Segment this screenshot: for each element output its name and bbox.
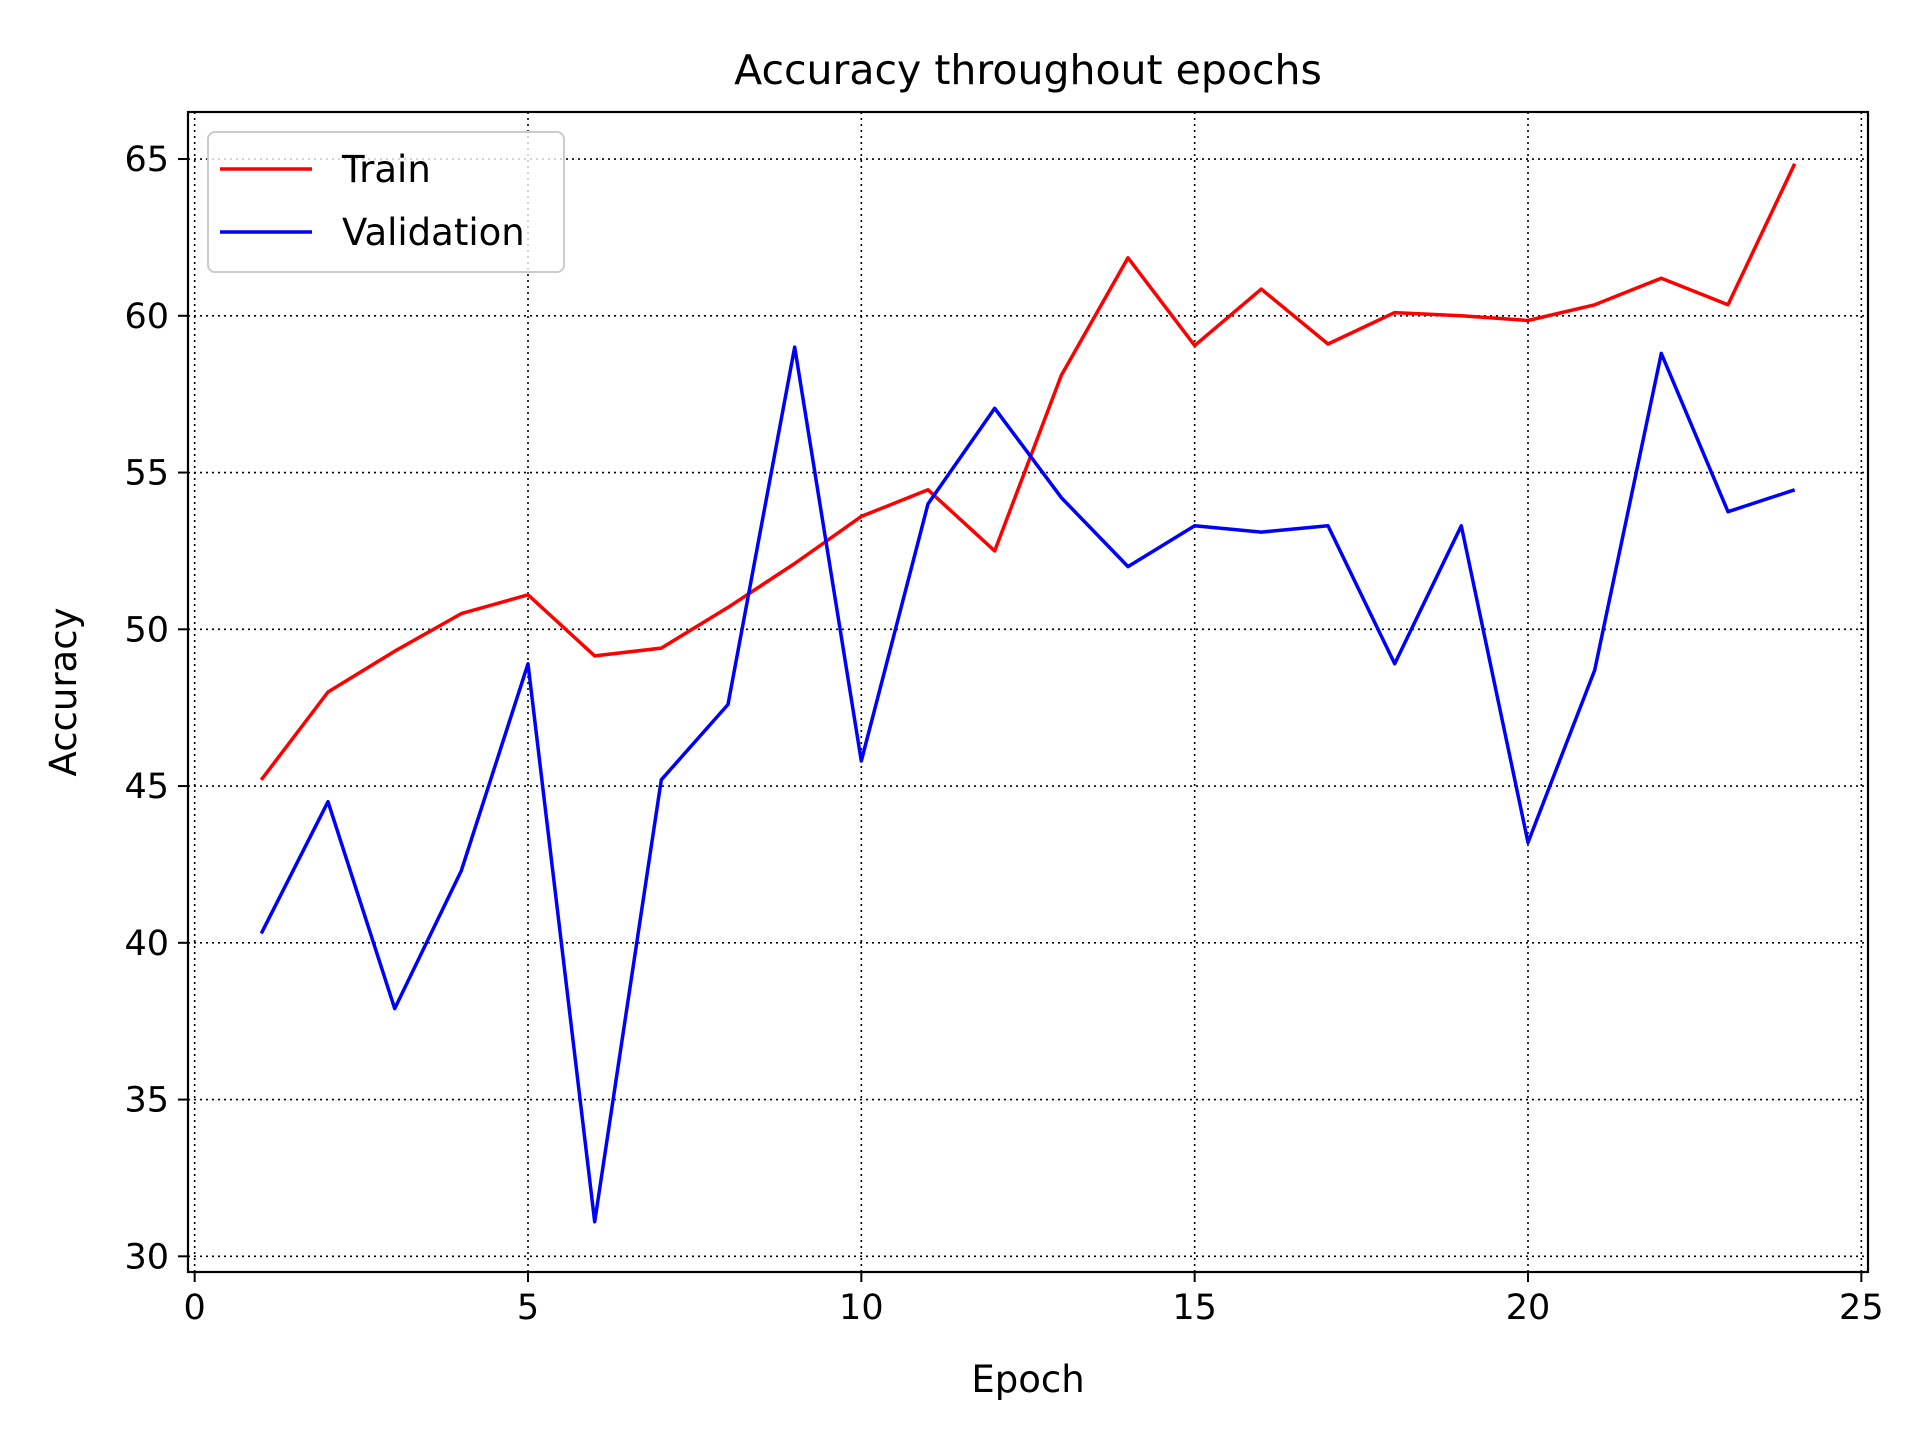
y-tick-label: 55	[124, 454, 169, 494]
series-line-train	[259, 162, 1797, 781]
x-tick-label: 0	[184, 1288, 206, 1328]
x-tick-label: 10	[839, 1288, 884, 1328]
grid-lines	[188, 112, 1868, 1272]
y-axis-label: Accuracy	[42, 608, 85, 777]
x-tick-label: 20	[1506, 1288, 1551, 1328]
y-tick-label: 60	[124, 297, 169, 337]
y-tick-label: 50	[124, 610, 169, 650]
series-lines	[259, 162, 1797, 1224]
y-tick-label: 35	[124, 1081, 169, 1121]
legend-label-validation: Validation	[342, 211, 525, 254]
chart-title: Accuracy throughout epochs	[734, 46, 1322, 94]
y-tick-label: 45	[124, 767, 169, 807]
y-tick-label: 30	[124, 1237, 169, 1277]
y-tick-label: 65	[124, 140, 169, 180]
series-line-validation	[259, 345, 1796, 1224]
legend-box	[207, 131, 565, 273]
x-tick-label: 25	[1839, 1288, 1884, 1328]
legend-label-train: Train	[341, 148, 431, 191]
x-tick-label: 5	[517, 1288, 539, 1328]
x-axis-label: Epoch	[971, 1358, 1084, 1401]
plot-frame	[186, 110, 1870, 1274]
y-tick-label: 40	[124, 924, 169, 964]
axis-ticks: 0 5 10 15 20 25 30 35 40 45 50 55 60 65	[124, 140, 1883, 1328]
legend: Train Validation	[207, 131, 565, 273]
x-tick-label: 15	[1172, 1288, 1217, 1328]
